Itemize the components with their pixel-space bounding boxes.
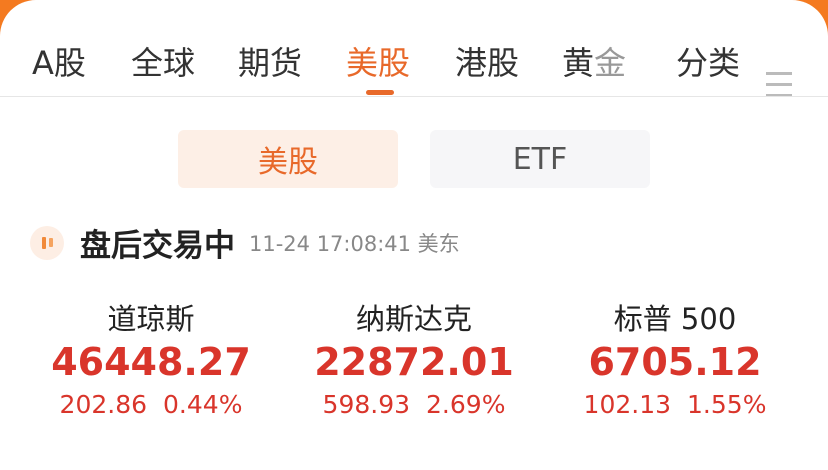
tab-hk-stocks[interactable]: 港股 [455,44,520,82]
index-nasdaq[interactable]: 纳斯达克 22872.01 598.93 2.69% [279,296,549,419]
index-name: 纳斯达克 [355,302,472,336]
index-sp500[interactable]: 标普 500 6705.12 102.13 1.55% [540,296,810,419]
market-tabs: A股 全球 期货 美股 港股 黄金 分类 [0,30,828,97]
segment-us-stocks[interactable]: 美股 [178,130,398,188]
tab-categories[interactable]: 分类 [676,44,741,82]
divider [0,96,828,97]
index-pct: 1.55% [687,390,767,419]
index-dow-jones[interactable]: 道琼斯 46448.27 202.86 0.44% [16,296,286,419]
index-pct: 2.69% [426,390,506,419]
tab-us-stocks[interactable]: 美股 [346,44,411,82]
tab-futures[interactable]: 期货 [238,44,303,82]
segment-etf[interactable]: ETF [430,130,650,188]
index-change: 102.13 [583,390,672,419]
tab-gold[interactable]: 黄金 [562,38,626,84]
index-value: 22872.01 [314,340,514,384]
tab-gold-label-a: 黄 [562,44,595,82]
index-name: 道琼斯 [107,302,195,336]
index-value: 46448.27 [51,340,251,384]
index-pct: 0.44% [163,390,243,419]
menu-icon[interactable] [766,72,792,105]
index-change: 202.86 [59,390,148,419]
trading-status: 盘后交易中 11-24 17:08:41 美东 [30,220,460,265]
status-time: 11-24 17:08:41 美东 [249,231,460,256]
tab-gold-label-b: 金 [594,44,627,82]
tab-global[interactable]: 全球 [131,44,196,82]
index-value: 6705.12 [588,340,762,384]
active-tab-indicator [366,90,394,95]
index-name: 标普 500 [613,302,737,336]
index-change: 598.93 [322,390,411,419]
status-text: 盘后交易中 [80,228,235,264]
candlestick-icon [30,225,64,260]
tab-a-shares[interactable]: A股 [32,44,86,82]
